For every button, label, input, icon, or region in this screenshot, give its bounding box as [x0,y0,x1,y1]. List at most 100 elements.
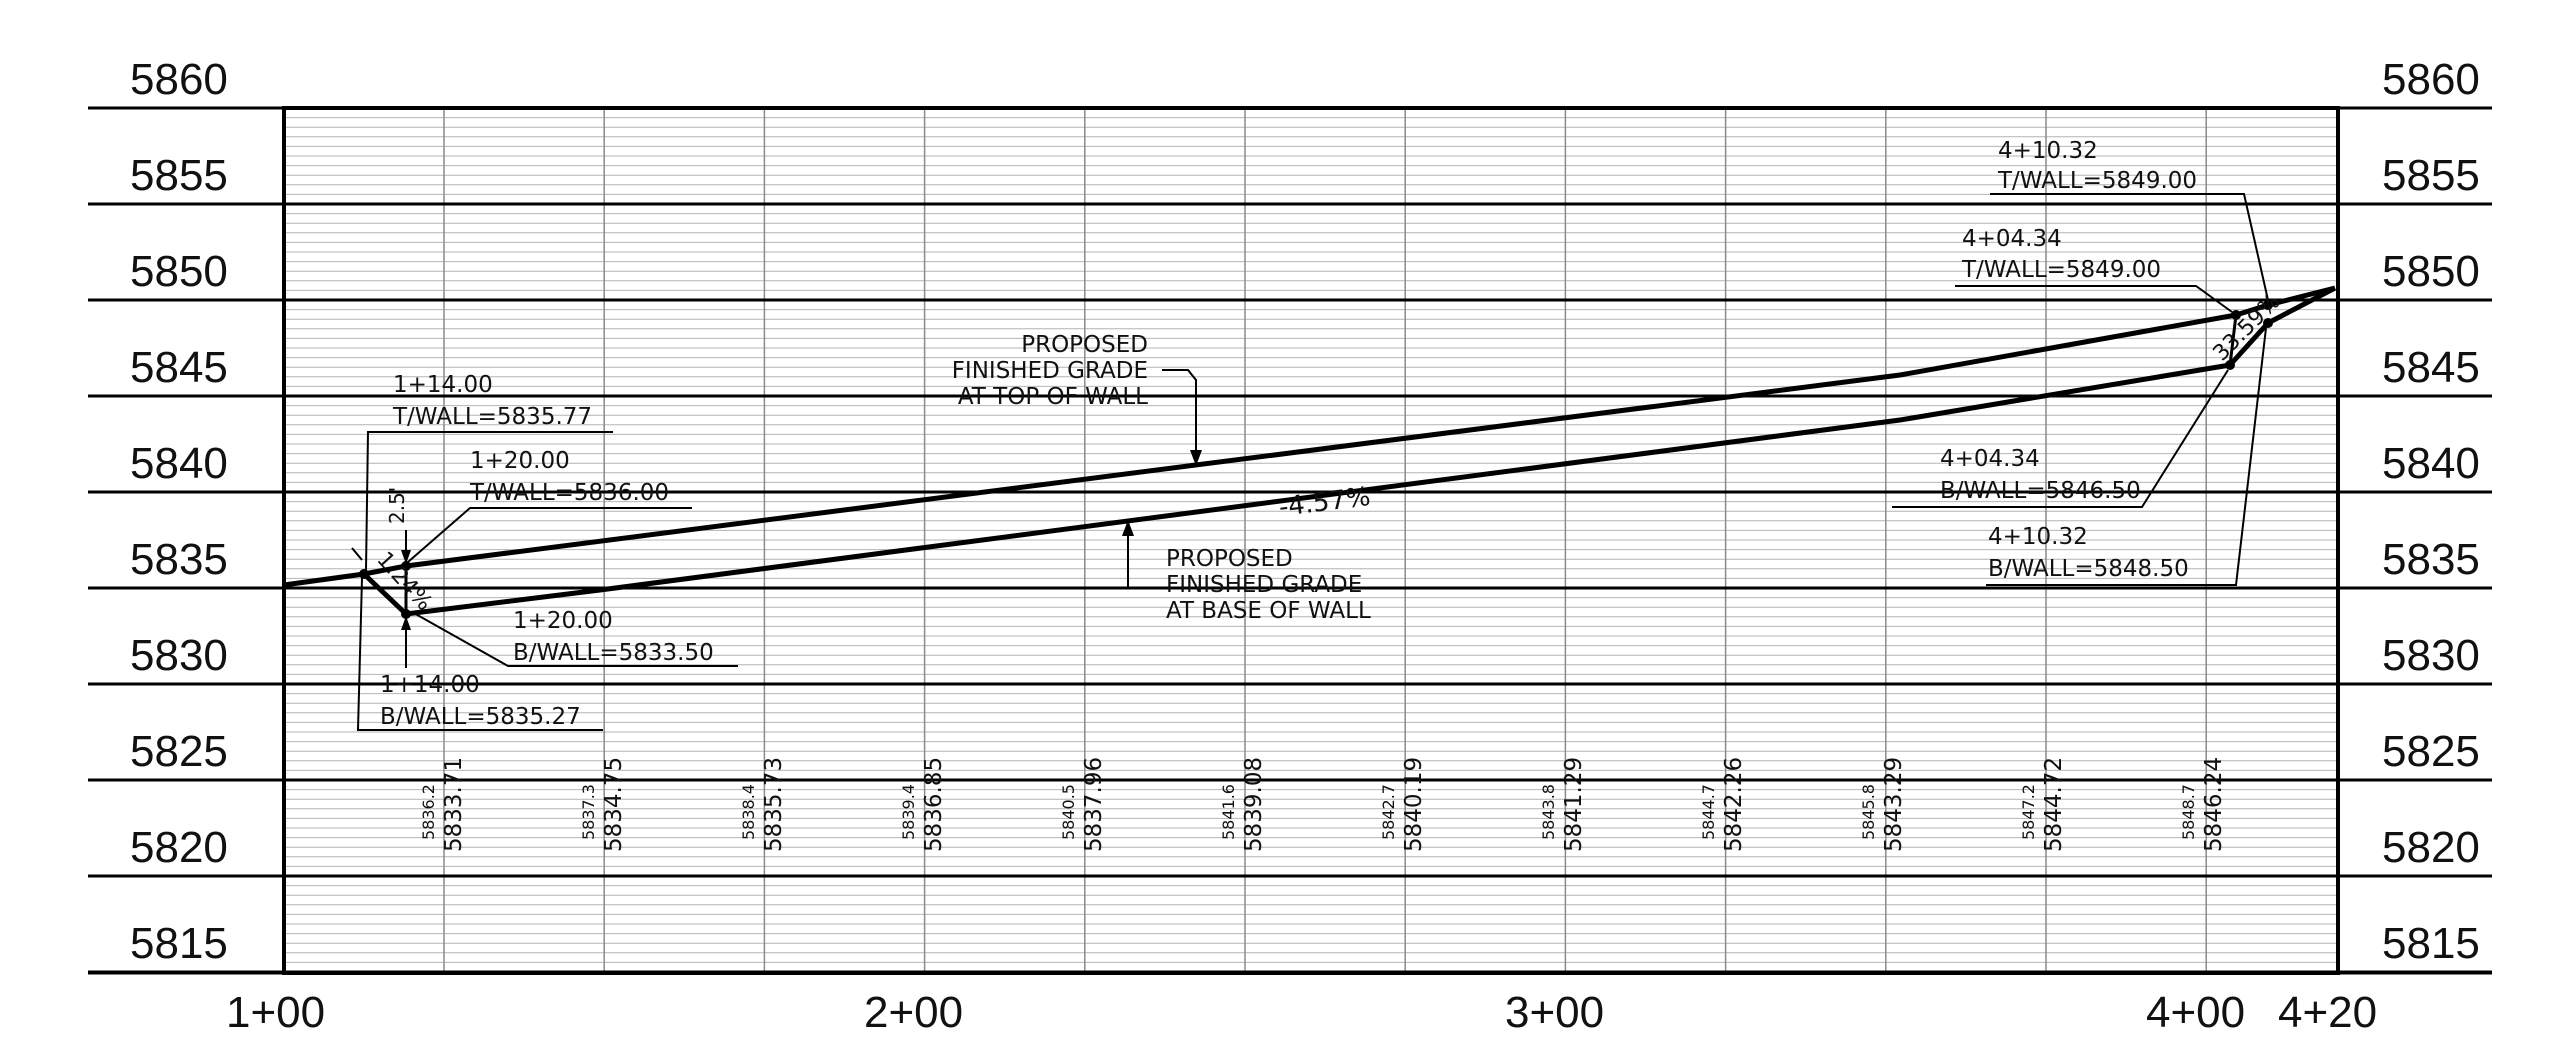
elev-label: 5845 [130,343,228,392]
point-marker [401,609,411,619]
note-line: 4+04.34 [1940,446,2040,472]
note-line: PROPOSED [1166,546,1293,572]
note-line: AT BASE OF WALL [1166,598,1371,624]
value-lower: 5840.19 [1401,757,1427,852]
elev-label: 5825 [2382,727,2480,776]
point-marker [2263,300,2273,310]
note-line: FINISHED GRADE [1166,572,1362,598]
elev-label: 5830 [2382,631,2480,680]
point-marker [401,561,411,571]
elev-label: 5835 [2382,535,2480,584]
note-top-wall-114: 1+14.00 T/WALL=5835.77 [392,372,592,430]
note-line: B/WALL=5835.27 [380,704,581,730]
value-upper: 5844.7 [1699,784,1718,840]
wall-height-label: 2.5' [385,487,409,524]
value-upper: 5842.7 [1379,784,1398,840]
note-line: B/WALL=5848.50 [1988,556,2189,582]
note-base-wall-120: 1+20.00 B/WALL=5833.50 [513,608,714,666]
arrowhead [1122,520,1134,536]
elev-label: 5820 [130,823,228,872]
note-line: 4+10.32 [1998,138,2098,164]
bottom-value-labels: 5836.2 5833.71 5837.3 5834.75 5838.4 583… [419,757,2227,852]
value-upper: 5840.5 [1059,784,1078,840]
station-label: 4+20 [2278,988,2377,1037]
value-lower: 5836.85 [921,757,947,852]
arrowhead [1190,450,1202,466]
minor-grid [284,117,2338,973]
note-line: T/WALL=5849.00 [1997,168,2197,194]
point-marker [2225,360,2235,370]
value-lower: 5839.08 [1241,757,1267,852]
note-line: 1+14.00 [380,672,480,698]
value-upper: 5838.4 [739,784,758,840]
note-line: FINISHED GRADE [952,358,1148,384]
value-lower: 5833.71 [441,757,467,852]
elev-label: 5855 [130,151,228,200]
elev-label: 5815 [130,919,228,968]
value-upper: 5837.3 [579,784,598,840]
note-top-wall-41032: 4+10.32 T/WALL=5849.00 [1997,138,2197,194]
elev-label: 5855 [2382,151,2480,200]
elev-label: 5845 [2382,343,2480,392]
arrowhead [401,616,411,630]
wall-end-right [2228,314,2238,366]
elev-label: 5825 [130,727,228,776]
value-upper: 5848.7 [2179,784,2198,840]
station-label: 3+00 [1505,988,1604,1037]
note-line: 1+14.00 [393,372,493,398]
station-labels: 1+00 2+00 3+00 4+00 4+20 [226,988,2377,1037]
elev-label: 5850 [130,247,228,296]
value-upper: 5841.6 [1219,784,1238,840]
value-lower: 5837.96 [1081,757,1107,852]
note-proposed-base: PROPOSED FINISHED GRADE AT BASE OF WALL [1166,546,1371,624]
value-lower: 5842.26 [1721,757,1747,852]
elev-label: 5840 [130,439,228,488]
value-upper: 5839.4 [899,784,918,840]
note-line: T/WALL=5849.00 [1961,257,2161,283]
value-lower: 5841.29 [1561,757,1587,852]
elev-label: 5820 [2382,823,2480,872]
station-label: 4+00 [2146,988,2245,1037]
value-upper: 5845.8 [1859,784,1878,840]
arrowheads [401,450,1202,630]
note-line: 4+04.34 [1962,226,2062,252]
value-lower: 5835.73 [761,757,787,852]
station-label: 2+00 [864,988,963,1037]
grade-percent-mid: -4.57% [1277,482,1372,523]
note-base-wall-114: 1+14.00 B/WALL=5835.27 [380,672,581,730]
value-lower: 5843.29 [1881,757,1907,852]
note-line: B/WALL=5846.50 [1940,478,2141,504]
point-markers [359,300,2273,619]
value-lower: 5846.24 [2201,757,2227,852]
note-line: 4+10.32 [1988,524,2088,550]
note-top-wall-40434: 4+04.34 T/WALL=5849.00 [1961,226,2161,283]
note-line: T/WALL=5835.77 [392,404,592,430]
elev-label: 5840 [2382,439,2480,488]
elevation-labels-left: 5860 5855 5850 5845 5840 5835 5830 5825 … [130,55,228,968]
elev-label: 5830 [130,631,228,680]
elevation-labels-right: 5860 5855 5850 5845 5840 5835 5830 5825 … [2382,55,2480,968]
leader-lines [351,193,2269,731]
arrowhead [401,550,411,564]
elev-label: 5850 [2382,247,2480,296]
value-upper: 5847.2 [2019,784,2038,840]
value-lower: 5834.75 [601,757,627,852]
note-line: 1+20.00 [513,608,613,634]
note-line: T/WALL=5836.00 [469,480,669,506]
note-proposed-top: PROPOSED FINISHED GRADE AT TOP OF WALL [952,332,1148,410]
note-line: PROPOSED [1021,332,1148,358]
station-label: 1+00 [226,988,325,1037]
value-lower: 5844.72 [2041,757,2067,852]
point-marker [2231,310,2241,320]
plot-frame [282,106,2340,975]
vertical-grid [443,108,2207,973]
elev-label: 5835 [130,535,228,584]
value-upper: 5836.2 [419,784,438,840]
note-top-wall-120: 1+20.00 T/WALL=5836.00 [469,448,669,506]
elev-label: 5815 [2382,919,2480,968]
note-base-wall-40434: 4+04.34 B/WALL=5846.50 [1940,446,2141,504]
note-line: AT TOP OF WALL [958,384,1148,410]
value-upper: 5843.8 [1539,784,1558,840]
elev-label: 5860 [130,55,228,104]
